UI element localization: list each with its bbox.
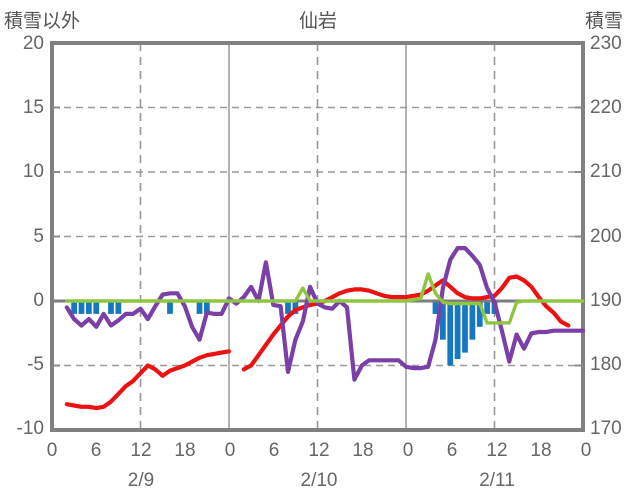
bar-snow-depth [469, 301, 476, 340]
series-line-8dc63f [65, 272, 585, 325]
left-tick-0: 20 [22, 33, 44, 54]
chart-title: 仙岩 [298, 11, 337, 32]
left-tick-6: -10 [16, 418, 44, 439]
x-tick-6: 12 [308, 440, 330, 461]
bar-snow-depth [167, 301, 173, 314]
series-line-ee1111 [64, 349, 232, 411]
bar-snow-depth [447, 301, 454, 366]
right-tick-0: 230 [590, 33, 622, 54]
bar-snow-depth [462, 301, 468, 353]
bar-snow-depth [108, 301, 114, 314]
left-tick-3: 5 [33, 226, 44, 247]
right-tick-4: 190 [590, 290, 622, 311]
series-line-7b3fa8 [64, 246, 586, 382]
x-tick-11: 18 [530, 440, 552, 461]
bar-snow-depth [432, 301, 439, 314]
bar-snow-depth [85, 301, 92, 314]
day-label-2: 2/11 [479, 470, 515, 491]
bar-snow-depth [196, 301, 203, 314]
bar-snow-depth [454, 301, 461, 360]
day-label-0: 2/9 [127, 470, 155, 491]
right-tick-5: 180 [590, 354, 622, 375]
left-tick-2: 10 [22, 161, 44, 182]
series-line-ee1111 [241, 274, 571, 372]
x-tick-8: 0 [402, 440, 414, 461]
bar-snow-depth [439, 301, 446, 340]
right-tick-6: 170 [590, 418, 622, 439]
right-tick-1: 220 [590, 97, 622, 118]
bar-snow-depth [115, 301, 122, 314]
bar-snow-depth [285, 301, 291, 314]
x-tick-3: 18 [174, 440, 196, 461]
x-tick-2: 12 [130, 440, 152, 461]
x-tick-7: 18 [352, 440, 374, 461]
bar-snow-depth [292, 301, 299, 314]
x-tick-10: 12 [486, 440, 508, 461]
left-axis-label: 積雪以外 [4, 11, 81, 32]
x-tick-4: 0 [224, 440, 236, 461]
right-axis-label: 積雪 [585, 11, 624, 32]
bar-snow-depth [78, 301, 85, 314]
left-tick-4: 0 [33, 290, 44, 311]
day-label-1: 2/10 [300, 470, 338, 491]
right-tick-3: 200 [590, 226, 622, 247]
bar-snow-depth [476, 301, 483, 327]
x-tick-1: 6 [90, 440, 102, 461]
bar-snow-depth [484, 301, 491, 314]
left-tick-1: 15 [22, 97, 44, 118]
x-tick-0: 0 [46, 440, 58, 461]
bar-snow-depth [93, 301, 100, 314]
x-tick-9: 6 [446, 440, 458, 461]
x-tick-5: 6 [268, 440, 280, 461]
right-tick-2: 210 [590, 161, 622, 182]
bar-snow-depth [71, 301, 78, 314]
bar-snow-depth [203, 301, 210, 314]
left-tick-5: -5 [27, 354, 44, 375]
x-tick-12: 0 [580, 440, 592, 461]
